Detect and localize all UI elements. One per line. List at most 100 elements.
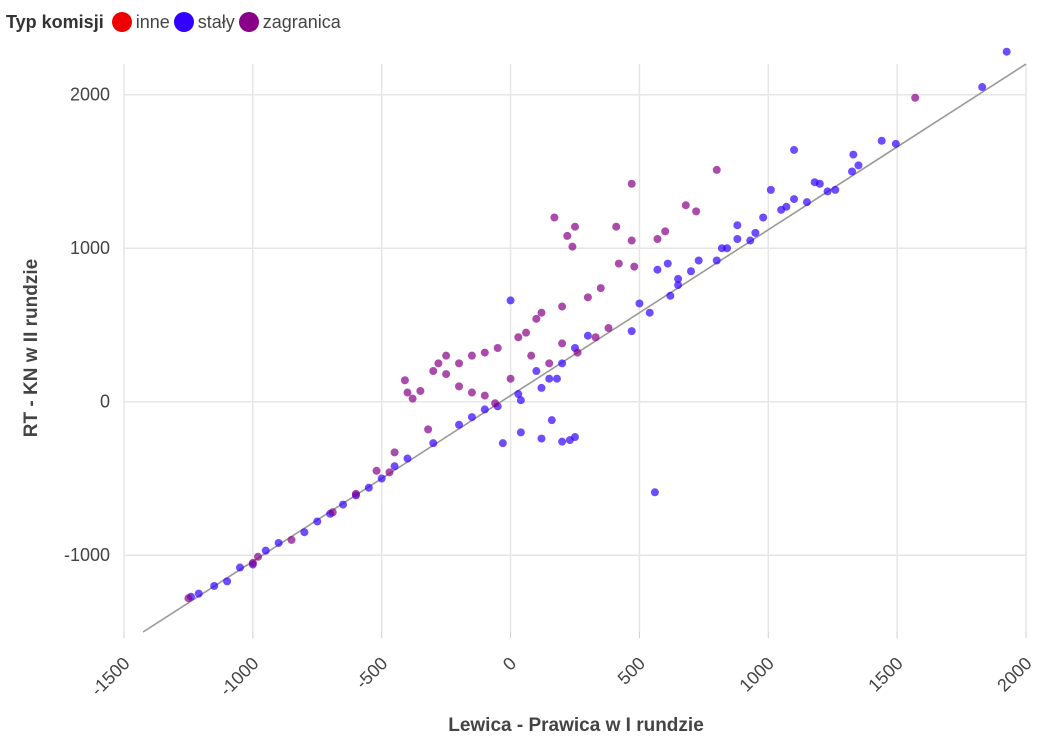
data-point-zagranica	[596, 284, 605, 293]
data-point-staly	[516, 428, 525, 437]
data-point-staly	[891, 139, 900, 148]
data-point-staly	[802, 198, 811, 207]
data-point-staly	[694, 256, 703, 265]
data-point-staly	[627, 327, 636, 336]
data-point-staly	[514, 390, 523, 399]
data-point-staly	[733, 221, 742, 230]
y-tick-label: -1000	[64, 545, 110, 565]
data-point-zagranica	[408, 394, 417, 403]
data-point-zagranica	[385, 468, 394, 477]
data-point-staly	[235, 563, 244, 572]
data-point-zagranica	[467, 388, 476, 397]
data-point-zagranica	[537, 308, 546, 317]
data-point-staly	[547, 416, 556, 425]
data-point-staly	[854, 161, 863, 170]
data-point-zagranica	[681, 201, 690, 210]
y-tick-label: 2000	[70, 85, 110, 105]
data-point-zagranica	[571, 222, 579, 231]
data-point-zagranica	[480, 391, 489, 400]
reference-line-group	[142, 63, 1027, 633]
data-point-zagranica	[506, 374, 515, 383]
x-tick-label: 2000	[993, 653, 1035, 695]
data-point-staly	[390, 462, 399, 471]
data-point-staly	[516, 396, 525, 405]
y-axis-title: RT - KN w II rundzie	[21, 259, 42, 437]
data-point-staly	[759, 213, 768, 222]
legend-item-zagranica[interactable]: zagranica	[238, 11, 341, 33]
y-axis-ticks: -1000 0 1000 2000	[64, 85, 110, 566]
data-point-zagranica	[558, 302, 567, 311]
data-point-staly	[733, 235, 742, 244]
data-point-staly	[467, 413, 476, 422]
legend-label-staly: stały	[197, 11, 235, 32]
data-point-zagranica	[455, 359, 464, 368]
x-tick-label: -500	[352, 653, 392, 693]
data-point-zagranica	[287, 535, 296, 544]
data-points	[184, 47, 1011, 603]
data-point-staly	[498, 439, 507, 448]
legend-label-zagranica: zagranica	[262, 11, 341, 32]
data-point-staly	[558, 359, 567, 368]
data-point-zagranica	[522, 328, 531, 337]
legend-title: Typ komisji	[6, 11, 104, 32]
data-point-zagranica	[653, 235, 662, 244]
data-point-zagranica	[351, 489, 360, 498]
data-point-zagranica	[372, 466, 381, 475]
data-point-staly	[403, 454, 412, 463]
data-point-zagranica	[563, 231, 572, 240]
data-point-zagranica	[591, 333, 600, 342]
x-tick-label: 1000	[735, 653, 777, 695]
data-point-zagranica	[692, 207, 701, 216]
data-point-zagranica	[467, 351, 476, 360]
data-point-zagranica	[573, 348, 582, 357]
data-point-zagranica	[480, 348, 489, 357]
data-point-staly	[552, 374, 561, 383]
data-point-zagranica	[403, 388, 412, 397]
data-point-staly	[831, 185, 840, 194]
data-point-staly	[978, 83, 987, 92]
data-point-zagranica	[583, 293, 592, 302]
data-point-zagranica	[400, 376, 409, 385]
data-point-staly	[782, 202, 791, 211]
data-point-staly	[686, 267, 695, 276]
data-point-staly	[663, 259, 672, 268]
data-point-zagranica	[184, 594, 193, 603]
data-point-staly	[261, 546, 270, 555]
legend-swatch-zagranica	[238, 12, 259, 32]
data-point-zagranica	[630, 262, 639, 271]
data-point-zagranica	[911, 93, 920, 102]
data-point-staly	[558, 437, 567, 446]
data-point-staly	[455, 420, 464, 429]
x-axis-ticks: -1500 -1000 -500 0 500 1000 1500 2000	[87, 632, 1036, 700]
data-point-staly	[537, 434, 546, 443]
legend-label-inne: inne	[135, 11, 170, 32]
x-tick-label: -1500	[87, 653, 134, 700]
data-point-staly	[313, 517, 322, 526]
x-tick-label: -1000	[216, 653, 263, 700]
data-point-staly	[300, 528, 309, 537]
legend: Typ komisji inne stały zagranica	[6, 8, 345, 36]
x-axis-title: Lewica - Prawica w I rundzie	[448, 715, 704, 736]
legend-item-staly[interactable]: stały	[173, 11, 235, 33]
data-point-zagranica	[455, 382, 464, 391]
data-point-zagranica	[550, 213, 559, 222]
data-point-staly	[377, 474, 386, 483]
data-point-staly	[712, 256, 721, 265]
data-point-staly	[210, 581, 219, 590]
x-tick-label: 1500	[864, 653, 906, 695]
data-point-staly	[746, 236, 755, 245]
data-point-staly	[339, 500, 348, 509]
data-point-zagranica	[627, 179, 636, 188]
legend-item-inne[interactable]: inne	[111, 11, 170, 33]
data-point-zagranica	[416, 386, 425, 395]
data-point-staly	[653, 265, 662, 274]
data-point-zagranica	[424, 425, 433, 434]
data-point-staly	[790, 145, 799, 154]
reference-line	[142, 63, 1027, 633]
data-point-staly	[849, 150, 858, 159]
data-point-staly	[583, 331, 592, 340]
data-point-staly	[790, 195, 799, 204]
data-point-zagranica	[627, 236, 636, 245]
data-point-staly	[506, 296, 515, 305]
data-point-staly	[635, 299, 644, 308]
